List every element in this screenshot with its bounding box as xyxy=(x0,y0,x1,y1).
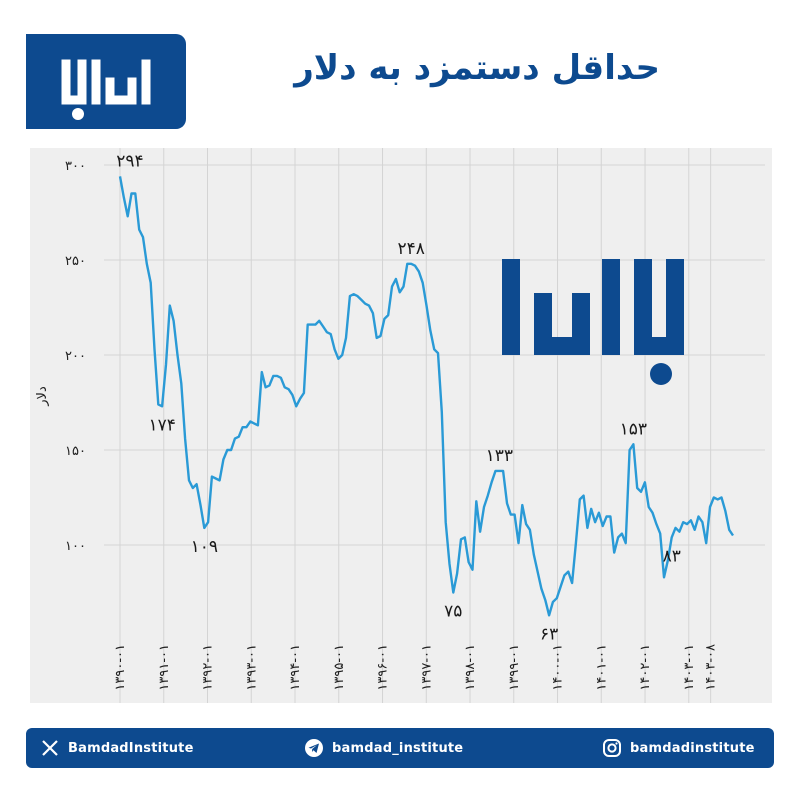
data-label: ۱۵۳ xyxy=(620,419,647,439)
bamdad-watermark-icon xyxy=(502,259,684,385)
y-axis-ticks: ۱۰۰ ۱۵۰ ۲۰۰ ۲۵۰ ۳۰۰ xyxy=(65,159,86,554)
x-tick-label: ۱۴۰۳-۰۱ xyxy=(682,644,697,691)
x-tick-label: ۱۴۰۰-۰۱ xyxy=(551,644,566,691)
footer-x-label: BamdadInstitute xyxy=(68,740,194,756)
instagram-icon xyxy=(603,739,621,757)
y-tick-label: ۲۰۰ xyxy=(65,349,86,364)
x-tick-label: ۱۴۰۲-۰۱ xyxy=(638,644,653,691)
data-label: ۱۰۵ xyxy=(727,0,754,5)
data-label: ۱۳۳ xyxy=(486,446,513,466)
data-label: ۲۹۴ xyxy=(116,151,143,171)
x-tick-label: ۱۳۹۵-۰۱ xyxy=(332,644,347,691)
x-tick-label: ۱۳۹۰-۰۱ xyxy=(113,644,128,691)
chart-panel xyxy=(30,148,772,703)
telegram-icon xyxy=(305,739,323,757)
x-tick-label: ۱۳۹۹-۰۱ xyxy=(507,644,522,691)
x-tick-label: ۱۳۹۳-۰۱ xyxy=(244,644,259,691)
footer-x-handle[interactable]: BamdadInstitute xyxy=(40,728,194,768)
y-tick-label: ۱۰۰ xyxy=(65,539,86,554)
grid-lines xyxy=(104,148,765,703)
x-tick-label: ۱۳۹۸-۰۱ xyxy=(463,644,478,691)
data-annotations: ۲۹۴ ۱۷۴ ۱۰۹ ۲۴۸ ۷۵ ۱۳۳ ۶۳ ۱۵۳ ۸۳ ۱۰۵ xyxy=(116,0,754,644)
x-tick-label: ۱۳۹۲-۰۱ xyxy=(201,644,216,691)
data-label: ۶۳ xyxy=(540,624,558,644)
x-tick-label: ۱۳۹۴-۰۱ xyxy=(288,644,303,691)
data-label: ۱۰۹ xyxy=(191,537,218,557)
x-tick-label: ۱۳۹۷-۰۱ xyxy=(419,644,434,691)
footer-telegram-label: bamdad_institute xyxy=(332,740,464,756)
data-label: ۱۷۴ xyxy=(148,415,175,435)
y-tick-label: ۱۵۰ xyxy=(65,444,86,459)
x-axis-ticks: ۱۳۹۰-۰۱ ۱۳۹۱-۰۱ ۱۳۹۲-۰۱ ۱۳۹۳-۰۱ ۱۳۹۴-۰۱ ۱۳۹۵-… xyxy=(113,644,719,691)
x-tick-label: ۱۴۰۳-۰۸ xyxy=(704,644,719,691)
data-label: ۸۳ xyxy=(663,546,681,566)
page-title: حداقل دستمزد به دلار xyxy=(294,48,660,88)
footer-telegram-handle[interactable]: bamdad_institute xyxy=(304,728,463,768)
x-logo-icon xyxy=(42,740,58,756)
watermark-logo xyxy=(495,258,695,392)
footer-instagram-handle[interactable]: bamdadinstitute xyxy=(602,728,755,768)
y-axis-label: دلار xyxy=(35,386,50,407)
footer-bar: BamdadInstitute bamdad_institute bamdadi… xyxy=(26,728,774,768)
y-tick-label: ۲۵۰ xyxy=(65,254,86,269)
x-tick-label: ۱۴۰۱-۰۱ xyxy=(594,644,609,691)
x-tick-label: ۱۳۹۱-۰۱ xyxy=(157,644,172,691)
data-label: ۲۴۸ xyxy=(397,239,424,259)
brand-logo xyxy=(26,34,186,129)
series-line xyxy=(118,176,734,617)
bamdad-logo-icon xyxy=(61,59,151,120)
x-tick-label: ۱۳۹۶-۰۱ xyxy=(376,644,391,691)
y-tick-label: ۳۰۰ xyxy=(65,159,86,174)
data-label: ۷۵ xyxy=(444,602,462,622)
footer-instagram-label: bamdadinstitute xyxy=(630,740,755,756)
